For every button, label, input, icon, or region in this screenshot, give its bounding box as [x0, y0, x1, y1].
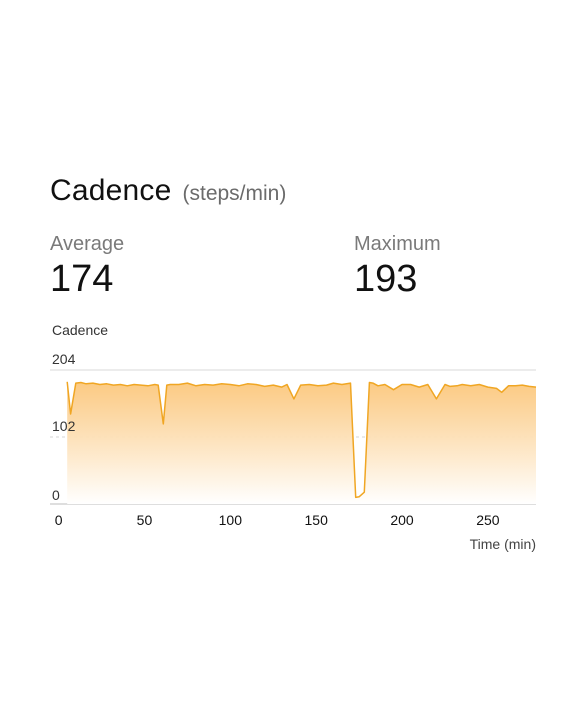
card-title: Cadence — [50, 174, 172, 207]
card-unit: (steps/min) — [182, 182, 287, 205]
cadence-line — [66, 381, 537, 499]
chart-title: Cadence — [52, 322, 108, 338]
maximum-value: 193 — [354, 258, 418, 300]
average-value: 174 — [50, 258, 114, 300]
cadence-chart: Cadence 0 102 204 0 50 100 150 200 250 Time (min) — [0, 318, 578, 558]
x-tick-label: 250 — [476, 512, 500, 528]
x-tick-label: 0 — [55, 512, 63, 528]
cadence-area — [67, 381, 536, 504]
maximum-stat: Maximum 193 — [354, 233, 441, 301]
x-tick-label: 150 — [305, 512, 329, 528]
x-axis-label: Time (min) — [470, 536, 536, 552]
x-tick-label: 50 — [137, 512, 153, 528]
average-label: Average — [50, 233, 125, 255]
title-row: Cadence (steps/min) — [50, 174, 286, 208]
chart-svg: Cadence 0 102 204 0 50 100 150 200 250 Time (min) — [50, 322, 537, 552]
y-tick-label: 102 — [52, 418, 76, 434]
x-tick-label: 100 — [219, 512, 243, 528]
average-stat: Average 174 — [50, 233, 124, 301]
x-tick-label: 200 — [390, 512, 414, 528]
maximum-label: Maximum — [354, 233, 441, 255]
y-tick-label: 0 — [52, 487, 60, 503]
y-tick-label: 204 — [52, 351, 76, 367]
